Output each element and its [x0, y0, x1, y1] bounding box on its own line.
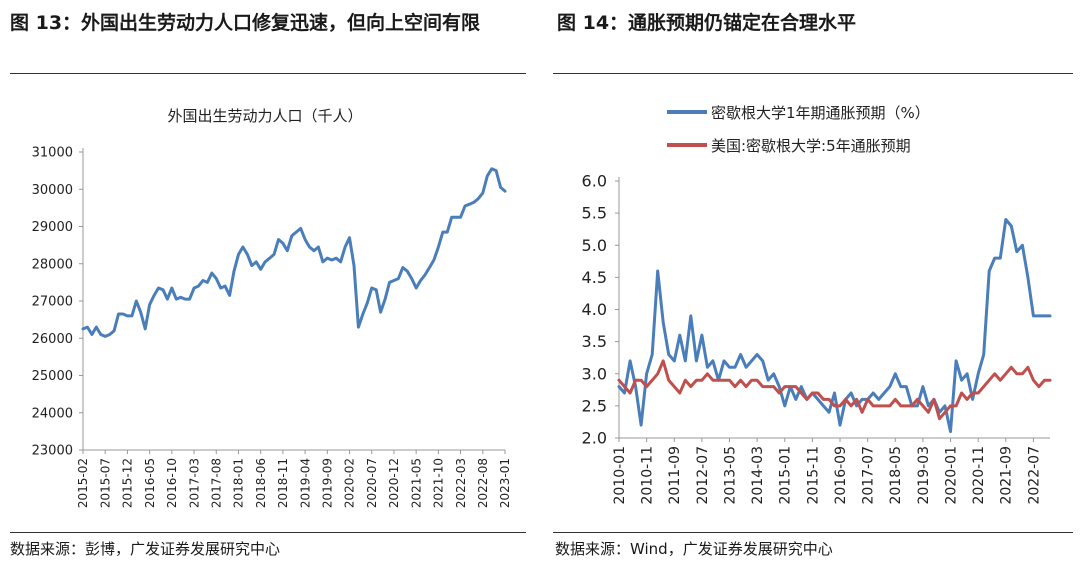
- y-tick-label: 26000: [32, 332, 73, 347]
- series-line-1: [81, 167, 507, 338]
- x-tick-label: 2016-05: [143, 458, 157, 508]
- x-tick-label: 2019-04: [298, 458, 312, 508]
- x-tick-label: 2021-05: [409, 458, 423, 508]
- x-tick-label: 2018-01: [232, 458, 246, 508]
- figure-13-title: 图 13：外国出生劳动力人口修复迅速，但向上空间有限: [10, 12, 481, 34]
- x-tick-label: 2015-01: [778, 446, 794, 505]
- x-tick-label: 2017-08: [209, 458, 223, 508]
- x-tick-label: 2022-08: [476, 458, 490, 508]
- y-tick-label: 3.0: [582, 364, 607, 383]
- x-tick-label: 2016-09: [833, 446, 849, 505]
- x-tick-label: 2020-02: [343, 458, 357, 508]
- y-tick-label: 23000: [32, 444, 73, 459]
- y-tick-label: 5.0: [582, 236, 607, 255]
- legend-label-2: 美国:密歇根大学:5年通胀预期: [711, 137, 911, 155]
- figure-13-chart: 外国出生劳动力人口（千人） 23000 24000 25000 26000 27000 28…: [32, 107, 513, 508]
- y-tick-label: 4.5: [582, 268, 607, 287]
- x-tick-label: 2020-01: [943, 446, 959, 505]
- figure-14-title: 图 14：通胀预期仍锚定在合理水平: [557, 12, 857, 34]
- x-tick-label: 2012-07: [695, 446, 711, 505]
- x-tick-label: 2015-11: [805, 446, 821, 505]
- x-tick-label: 2023-01: [498, 458, 512, 508]
- x-tick-label: 2020-07: [365, 458, 379, 508]
- x-tick-label: 2022-07: [1026, 446, 1042, 505]
- y-tick-label: 5.5: [582, 204, 607, 223]
- figure-14-panel: 图 14：通胀预期仍锚定在合理水平 密歇根大学1年期通胀预期（%） 美国:密歇根大…: [553, 0, 1080, 565]
- y-tick-label: 4.0: [582, 300, 607, 319]
- series-line-2: [617, 359, 1052, 421]
- chart-title: 外国出生劳动力人口（千人）: [167, 107, 362, 125]
- y-tick-label: 6.0: [582, 172, 607, 191]
- figure-14-chart: 密歇根大学1年期通胀预期（%） 美国:密歇根大学:5年通胀预期 2.0 2.5 3.0 3…: [582, 104, 1052, 505]
- x-tick-label: 2011-09: [667, 446, 683, 505]
- y-tick-label: 27000: [32, 295, 73, 310]
- y-tick-label: 3.5: [582, 332, 607, 351]
- x-tick-label: 2019-03: [916, 446, 932, 505]
- x-tick-label: 2018-11: [276, 458, 290, 508]
- y-tick-label: 2.0: [582, 429, 607, 448]
- x-tick-label: 2010-01: [612, 446, 628, 505]
- x-tick-label: 2019-09: [321, 458, 335, 508]
- x-tick-label: 2015-07: [98, 458, 112, 508]
- series-line-1: [617, 218, 1052, 434]
- y-tick-label: 28000: [32, 257, 73, 272]
- x-tick-label: 2020-11: [971, 446, 987, 505]
- x-tick-label: 2013-05: [722, 446, 738, 505]
- x-tick-label: 2017-07: [861, 446, 877, 505]
- figure-13-source: 数据来源：彭博，广发证券发展研究中心: [10, 540, 281, 558]
- x-tick-label: 2016-10: [165, 458, 179, 508]
- x-tick-label: 2015-12: [121, 458, 135, 508]
- figure-14-bottom-rule: [553, 532, 1073, 533]
- x-tick-label: 2010-11: [640, 446, 656, 505]
- legend-label-1: 密歇根大学1年期通胀预期（%）: [711, 104, 930, 122]
- y-tick-label: 2.5: [582, 396, 607, 415]
- x-tick-label: 2014-03: [750, 446, 766, 505]
- x-tick-label: 2018-05: [888, 446, 904, 505]
- x-tick-label: 2015-02: [76, 458, 90, 508]
- figure-13-bottom-rule: [10, 532, 526, 533]
- x-tick-label: 2018-06: [254, 458, 268, 508]
- y-tick-label: 25000: [32, 369, 73, 384]
- y-tick-label: 30000: [32, 183, 73, 198]
- figure-13-panel: 图 13：外国出生劳动力人口修复迅速，但向上空间有限 外国出生劳动力人口（千人）…: [0, 0, 530, 565]
- y-tick-label: 24000: [32, 406, 73, 421]
- y-tick-label: 29000: [32, 220, 73, 235]
- x-tick-label: 2021-09: [999, 446, 1015, 505]
- x-tick-label: 2017-03: [187, 458, 201, 508]
- x-tick-label: 2022-03: [454, 458, 468, 508]
- figure-14-source: 数据来源：Wind，广发证券发展研究中心: [555, 540, 833, 558]
- figure-14-top-rule: [553, 73, 1073, 74]
- y-tick-label: 31000: [32, 146, 73, 161]
- x-tick-label: 2021-10: [432, 458, 446, 508]
- x-tick-label: 2020-12: [387, 458, 401, 508]
- figure-13-top-rule: [10, 73, 526, 74]
